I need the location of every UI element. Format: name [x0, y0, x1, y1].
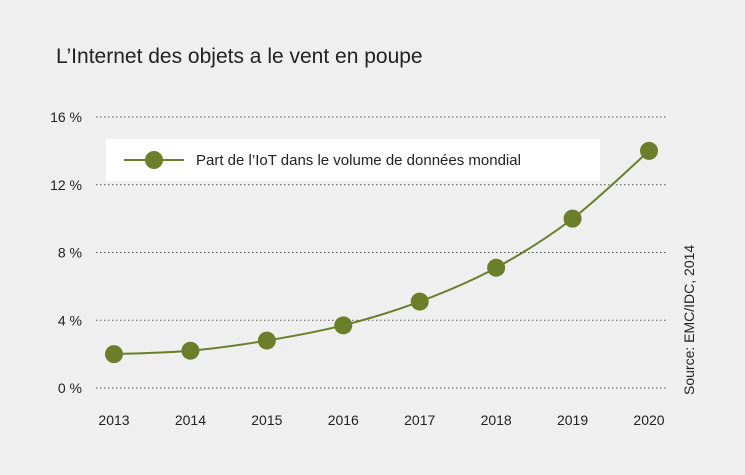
y-axis-ticks: 0 % 4 % 8 % 12 % 16 % [50, 109, 82, 396]
x-tick-label: 2013 [98, 412, 129, 428]
chart-title: L’Internet des objets a le vent en poupe [56, 45, 423, 68]
legend: Part de l’IoT dans le volume de données … [106, 139, 600, 181]
series-points [105, 141, 658, 364]
data-point-2015 [257, 331, 276, 350]
legend-label: Part de l’IoT dans le volume de données … [196, 152, 521, 169]
x-tick-label: 2015 [251, 412, 282, 428]
data-point-2013 [105, 345, 123, 364]
x-tick-label: 2018 [481, 412, 512, 428]
legend-marker-swatch [145, 151, 163, 169]
y-tick-label: 16 % [50, 109, 82, 125]
source-note: Source: EMC/IDC, 2014 [681, 245, 697, 395]
grid-lines [96, 116, 668, 389]
y-tick-label: 12 % [50, 177, 82, 193]
y-tick-label: 4 % [58, 312, 82, 328]
data-point-2018 [487, 258, 506, 277]
data-point-2017 [410, 292, 429, 311]
x-tick-label: 2016 [328, 412, 359, 428]
data-point-2014 [181, 341, 200, 360]
legend-box [106, 139, 600, 181]
data-point-2020 [640, 141, 658, 160]
x-tick-label: 2019 [557, 412, 588, 428]
y-tick-label: 0 % [58, 380, 82, 396]
data-point-2016 [334, 316, 353, 335]
x-tick-label: 2017 [404, 412, 435, 428]
data-point-2019 [563, 209, 582, 228]
y-tick-label: 8 % [58, 245, 82, 261]
x-tick-label: 2020 [633, 412, 664, 428]
x-axis-ticks: 2013 2014 2015 2016 2017 2018 2019 2020 [98, 412, 664, 428]
x-tick-label: 2014 [175, 412, 206, 428]
